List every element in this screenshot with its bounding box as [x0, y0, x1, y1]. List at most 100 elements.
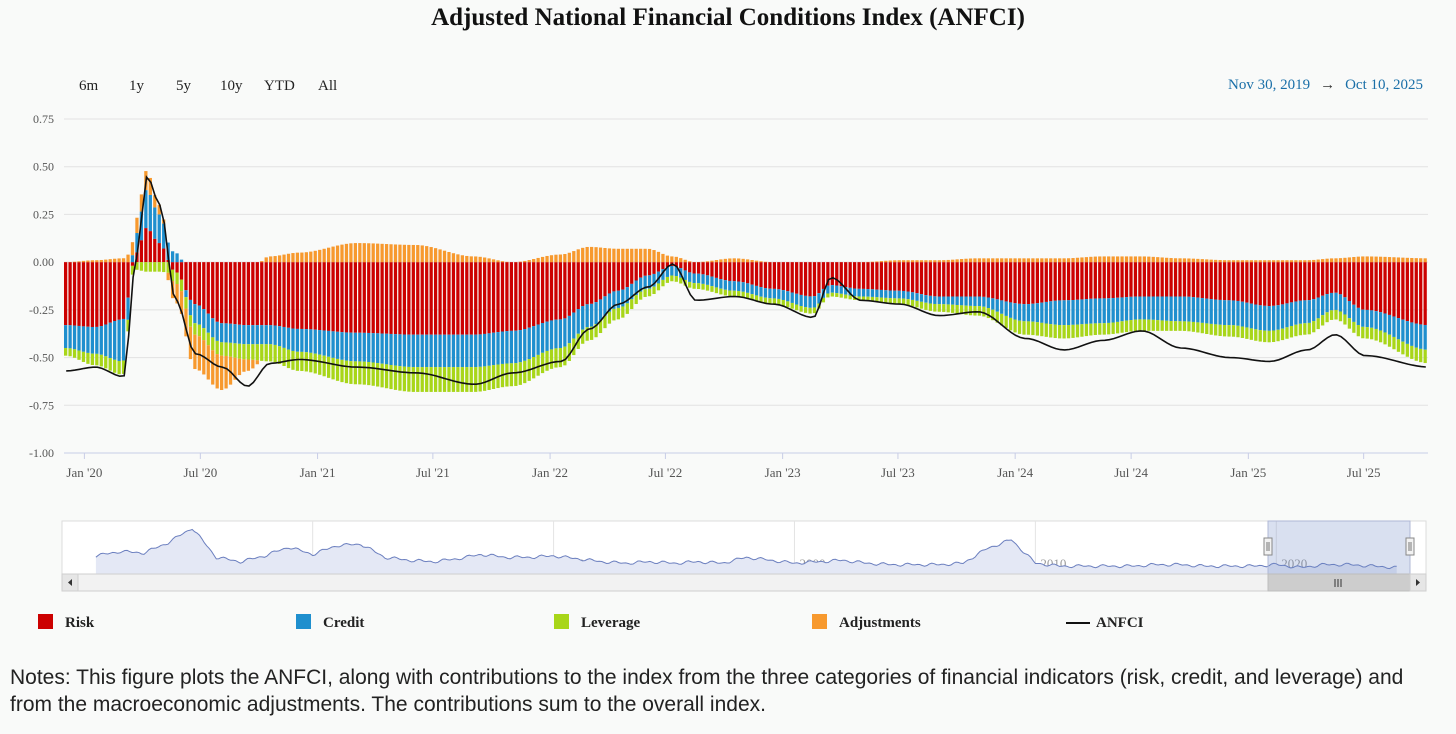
credit-bar: [1053, 300, 1057, 325]
date-range-start[interactable]: Nov 30, 2019: [1227, 77, 1311, 93]
credit-bar: [255, 325, 259, 345]
adjustments-bar: [220, 355, 224, 391]
credit-bar: [1120, 297, 1124, 322]
risk-bar: [540, 262, 545, 323]
leverage-bar: [839, 293, 843, 298]
adjustments-bar: [576, 249, 580, 263]
credit-bar: [1080, 299, 1084, 325]
adjustments-bar: [986, 258, 990, 263]
credit-bar: [986, 297, 990, 309]
risk-bar: [474, 262, 478, 335]
range-button-ytd[interactable]: YTD: [264, 78, 295, 94]
credit-bar: [1289, 302, 1294, 326]
risk-bar: [1347, 262, 1352, 301]
risk-bar: [331, 262, 335, 332]
leverage-bar: [1040, 322, 1044, 337]
credit-bar: [353, 332, 357, 362]
leverage-bar: [1392, 336, 1396, 350]
range-button-all[interactable]: All: [318, 78, 338, 94]
adjustments-bar: [1338, 258, 1343, 263]
leverage-bar: [661, 279, 665, 287]
arrow-left-icon: [68, 579, 72, 586]
leverage-swatch-icon: [554, 614, 569, 629]
adjustments-bar: [313, 250, 317, 263]
leverage-bar: [153, 262, 157, 272]
arrow-right-icon: →: [1320, 77, 1336, 93]
leverage-bar: [273, 344, 277, 363]
credit-bar: [754, 285, 759, 296]
leverage-bar: [1222, 325, 1227, 337]
navigator-right-handle[interactable]: [1405, 537, 1415, 556]
leverage-bar: [139, 262, 144, 271]
credit-bar: [487, 333, 491, 366]
leverage-bar: [750, 294, 754, 300]
risk-bar: [251, 262, 255, 326]
credit-bar: [1035, 303, 1039, 323]
leverage-bar: [433, 367, 438, 392]
date-range-end[interactable]: Oct 10, 2025: [1345, 77, 1423, 93]
risk-bar: [1102, 262, 1106, 299]
scrollbar-thumb[interactable]: [1267, 573, 1411, 592]
credit-bar: [1378, 312, 1383, 331]
risk-bar: [982, 262, 986, 297]
risk-bar: [86, 262, 90, 327]
leverage-bar: [215, 340, 219, 355]
x-tick-label: Jan '24: [997, 465, 1033, 480]
credit-bar: [135, 233, 139, 253]
credit-bar: [344, 332, 349, 361]
risk-bar: [603, 262, 607, 297]
leverage-bar: [968, 305, 973, 316]
range-button-1y[interactable]: 1y: [129, 78, 144, 94]
adjustments-bar: [318, 249, 322, 263]
risk-bar: [830, 262, 834, 286]
risk-bar: [719, 262, 723, 280]
adjustments-bar: [117, 258, 121, 263]
adjustments-bar: [1049, 258, 1053, 263]
chart-title: Adjusted National Financial Conditions I…: [431, 4, 1025, 31]
range-button-10y[interactable]: 10y: [220, 78, 243, 94]
risk-bar: [563, 262, 567, 319]
adjustments-bar: [233, 357, 237, 380]
adjustments-bar: [1276, 260, 1280, 263]
credit-bar: [919, 294, 924, 302]
credit-bar: [982, 296, 986, 307]
adjustments-bar: [491, 259, 496, 263]
credit-bar: [246, 325, 251, 345]
adjustments-bar: [273, 256, 277, 263]
leverage-bar: [523, 360, 527, 384]
adjustments-bar: [175, 283, 179, 304]
adjustments-bar: [371, 243, 375, 263]
risk-bar: [1267, 262, 1271, 307]
leverage-bar: [1080, 324, 1084, 337]
leverage-bar: [1423, 349, 1427, 364]
credit-bar: [1191, 297, 1196, 322]
risk-bar: [1312, 262, 1316, 300]
credit-bar: [451, 334, 456, 368]
leverage-bar: [558, 348, 563, 368]
risk-bar: [349, 262, 353, 333]
adjustments-bar: [1396, 257, 1401, 263]
leverage-bar: [179, 279, 184, 292]
leverage-bar: [754, 295, 759, 302]
range-button-5y[interactable]: 5y: [176, 78, 191, 94]
scrollbar-track[interactable]: [61, 573, 1427, 592]
risk-bar: [447, 262, 451, 335]
adjustments-bar: [483, 257, 487, 263]
leverage-bar: [206, 332, 210, 346]
adjustments-bar: [1124, 256, 1129, 263]
adjustments-bar: [639, 248, 643, 263]
credit-bar: [367, 332, 371, 363]
credit-bar: [496, 332, 500, 365]
risk-bar: [536, 262, 540, 325]
risk-bar: [1276, 262, 1280, 306]
leverage-bar: [1066, 325, 1071, 339]
x-tick-label: Jan '25: [1230, 465, 1266, 480]
range-button-6m[interactable]: 6m: [79, 78, 99, 94]
risk-bar: [661, 262, 665, 270]
credit-bar: [1066, 300, 1071, 326]
leverage-bar: [1035, 322, 1039, 336]
navigator-left-handle[interactable]: [1263, 537, 1273, 556]
risk-bar: [572, 262, 576, 313]
figure-notes: Notes: This figure plots the ANFCI, alon…: [10, 666, 1404, 716]
credit-bar: [1089, 298, 1093, 324]
